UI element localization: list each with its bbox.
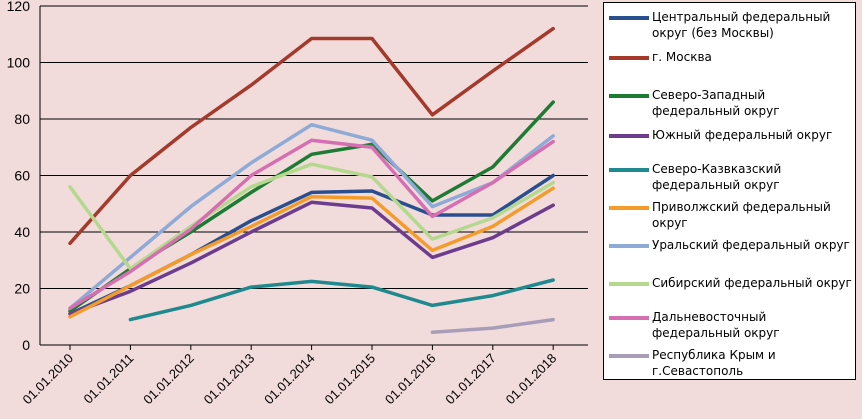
legend-item: Южный федеральный округ bbox=[604, 127, 857, 167]
legend-swatch bbox=[609, 282, 649, 286]
legend-label: Дальневосточный федеральный округ bbox=[652, 310, 780, 340]
x-tick-label: 01.01.2010 bbox=[19, 351, 76, 408]
y-tick-label: 100 bbox=[7, 55, 31, 71]
legend-label: Сибирский федеральный округ bbox=[652, 276, 852, 290]
legend-item: Северо-Казвказский федеральный округ bbox=[604, 161, 857, 201]
series-line-3 bbox=[68, 200, 555, 316]
legend-swatch bbox=[609, 56, 649, 60]
legend-swatch bbox=[609, 316, 649, 320]
x-tick-label: 01.01.2011 bbox=[81, 351, 137, 407]
axes bbox=[39, 6, 588, 350]
legend-label: Республика Крым и г.Севастополь bbox=[652, 348, 776, 378]
legend-item: Дальневосточный федеральный округ bbox=[604, 309, 857, 349]
series-line-5 bbox=[68, 186, 555, 319]
series-line-1 bbox=[68, 26, 555, 246]
legend-item: Уральский федеральный округ bbox=[604, 237, 857, 277]
x-tick-label: 01.01.2015 bbox=[321, 351, 378, 408]
legend-label: г. Москва bbox=[652, 50, 712, 64]
y-tick-label: 0 bbox=[22, 337, 30, 353]
legend-swatch bbox=[609, 354, 649, 358]
legend-swatch bbox=[609, 244, 649, 248]
series-line-8 bbox=[68, 138, 555, 311]
x-tick-label: 01.01.2017 bbox=[442, 351, 499, 408]
legend-label: Приволжский федеральный округ bbox=[652, 200, 831, 230]
grid bbox=[40, 5, 588, 289]
legend-label: Центральный федеральный округ (без Москв… bbox=[652, 10, 831, 40]
series-line-4 bbox=[128, 278, 555, 322]
legend-label: Уральский федеральный округ bbox=[652, 238, 850, 252]
y-tick-label: 120 bbox=[7, 0, 31, 14]
legend-item: Республика Крым и г.Севастополь bbox=[604, 347, 857, 387]
series-line-6 bbox=[68, 122, 555, 311]
legend-label: Южный федеральный округ bbox=[652, 128, 833, 142]
legend-item: Центральный федеральный округ (без Москв… bbox=[604, 9, 857, 49]
legend-swatch bbox=[609, 134, 649, 138]
y-tick-label: 40 bbox=[14, 224, 30, 240]
legend-swatch bbox=[609, 206, 649, 210]
y-tick-label: 20 bbox=[14, 281, 30, 297]
legend-item: Приволжский федеральный округ bbox=[604, 199, 857, 239]
legend-item: Северо-Западный федеральный округ bbox=[604, 87, 857, 127]
x-tick-label: 01.01.2012 bbox=[140, 351, 197, 408]
legend-label: Северо-Казвказский федеральный округ bbox=[652, 162, 782, 192]
y-tick-label: 60 bbox=[14, 168, 30, 184]
x-tick-label: 01.01.2018 bbox=[503, 351, 560, 408]
legend-item: Сибирский федеральный округ bbox=[604, 275, 857, 315]
legend: Центральный федеральный округ (без Москв… bbox=[603, 2, 856, 380]
legend-swatch bbox=[609, 94, 649, 98]
legend-label: Северо-Западный федеральный округ bbox=[652, 88, 780, 118]
x-tick-label: 01.01.2013 bbox=[201, 351, 258, 408]
series-line-7 bbox=[68, 162, 555, 271]
y-tick-label: 80 bbox=[14, 111, 30, 127]
x-tick-label: 01.01.2014 bbox=[261, 351, 318, 408]
legend-swatch bbox=[609, 16, 649, 20]
series-line-9 bbox=[430, 317, 555, 335]
series-lines bbox=[68, 26, 555, 335]
legend-item: г. Москва bbox=[604, 49, 857, 89]
legend-swatch bbox=[609, 168, 649, 172]
x-tick-label: 01.01.2016 bbox=[382, 351, 439, 408]
